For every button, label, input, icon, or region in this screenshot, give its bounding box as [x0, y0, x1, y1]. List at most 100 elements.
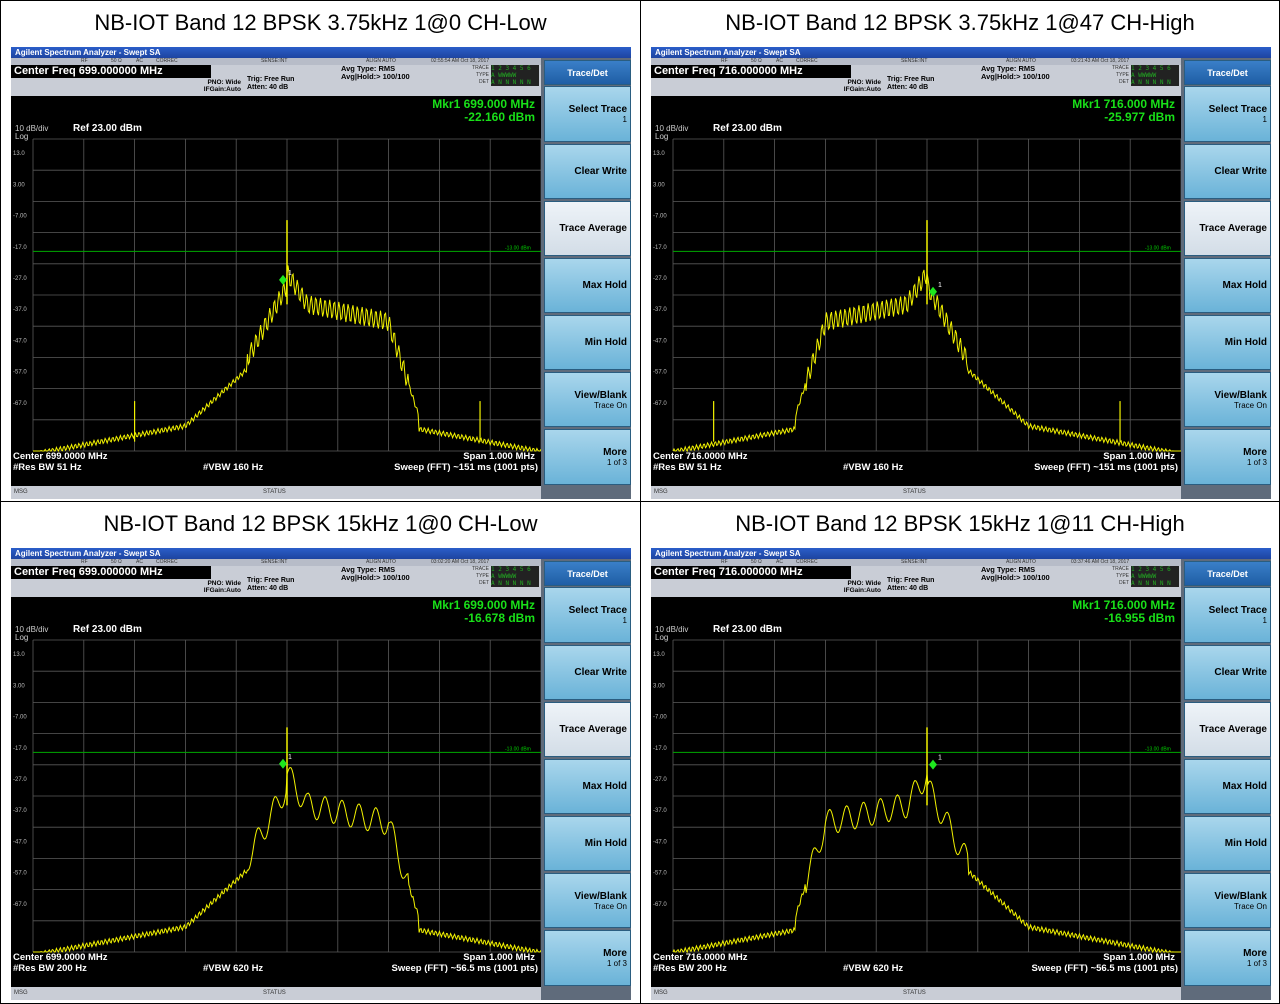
softkey-select-trace[interactable]: Select Trace 1 — [544, 587, 631, 643]
center-freq-display[interactable]: Center Freq 699.000000 MHz — [11, 65, 211, 78]
ref-level: Ref 23.00 dBm — [713, 123, 782, 134]
spectrum-plot[interactable]: 13.0 3.00 -7.00 -17.0 -27.0 -37.0 -47.0 -57.0 -6… — [653, 639, 1182, 954]
softkey-min-hold[interactable]: Min Hold — [544, 315, 631, 370]
softkey-label: Trace Average — [1199, 223, 1267, 234]
center-freq-display[interactable]: Center Freq 699.000000 MHz — [11, 566, 211, 579]
softkey-more[interactable]: More 1 of 3 — [1184, 429, 1271, 485]
center-freq-display[interactable]: Center Freq 716.000000 MHz — [651, 65, 851, 78]
flag-coupling: AC — [776, 58, 783, 64]
softkey-max-hold[interactable]: Max Hold — [544, 759, 631, 814]
ifgain-label: IFGain:Auto — [843, 587, 881, 594]
center-freq-display[interactable]: Center Freq 716.000000 MHz — [651, 566, 851, 579]
softkey-select-trace[interactable]: Select Trace 1 — [544, 86, 631, 142]
softkey-clear-write[interactable]: Clear Write — [1184, 645, 1271, 700]
average-setting: Avg Type: RMS Avg|Hold:> 100/100 — [981, 65, 1050, 81]
flag-align: ALIGN AUTO — [1006, 559, 1036, 565]
softkey-trace-average[interactable]: Trace Average — [1184, 702, 1271, 757]
sweep-label: Sweep (FFT) ~151 ms (1001 pts) — [1034, 462, 1178, 473]
softkey-trace-average[interactable]: Trace Average — [544, 702, 631, 757]
softkey-trace-average[interactable]: Trace Average — [1184, 201, 1271, 256]
softkey-clear-write[interactable]: Clear Write — [1184, 144, 1271, 199]
panel-title: NB-IOT Band 12 BPSK 15kHz 1@0 CH-Low — [103, 511, 538, 536]
marker-number: 1 — [288, 270, 292, 277]
marker-diamond[interactable] — [279, 274, 287, 285]
softkey-min-hold[interactable]: Min Hold — [1184, 816, 1271, 871]
span-label: Span 1.000 MHz — [463, 952, 535, 963]
log-label: Log — [15, 132, 29, 141]
scale-per-div: 10 dB/div — [655, 625, 689, 634]
marker-number: 1 — [938, 282, 942, 289]
trig-label: Trig: Free Run — [887, 76, 935, 83]
softkey-min-hold[interactable]: Min Hold — [544, 816, 631, 871]
softkey-label: Clear Write — [574, 166, 627, 177]
type-label: TYPE — [475, 72, 489, 78]
softkey-view-blank[interactable]: View/Blank Trace On — [544, 873, 631, 928]
softkey-select-trace[interactable]: Select Trace 1 — [1184, 587, 1271, 643]
type-row: A WWWWW — [491, 72, 539, 79]
atten-label: Atten: 40 dB — [887, 585, 929, 592]
msg-label: MSG — [14, 489, 28, 495]
softkey-max-hold[interactable]: Max Hold — [1184, 759, 1271, 814]
sweep-label: Sweep (FFT) ~56.5 ms (1001 pts) — [1031, 963, 1178, 974]
panel-title: NB-IOT Band 12 BPSK 3.75kHz 1@0 CH-Low — [94, 10, 547, 35]
ref-level: Ref 23.00 dBm — [73, 624, 142, 635]
y-tick-label: -57.0 — [653, 370, 667, 376]
window-title: Agilent Spectrum Analyzer - Swept SA — [651, 548, 1271, 559]
softkey-max-hold[interactable]: Max Hold — [544, 258, 631, 313]
softkey-trace-det[interactable]: Trace/Det — [1184, 561, 1271, 586]
status-label: STATUS — [903, 990, 926, 996]
marker-diamond[interactable] — [279, 758, 287, 769]
vbw-label: #VBW 620 Hz — [843, 963, 904, 974]
softkey-more[interactable]: More 1 of 3 — [544, 429, 631, 485]
type-label: TYPE — [1115, 72, 1129, 78]
trig-label: Trig: Free Run — [247, 76, 295, 83]
span-label: Span 1.000 MHz — [1103, 952, 1175, 963]
msg-label: MSG — [14, 990, 28, 996]
softkey-label: Min Hold — [1224, 337, 1267, 348]
softkey-clear-write[interactable]: Clear Write — [544, 144, 631, 199]
softkey-select-trace[interactable]: Select Trace 1 — [1184, 86, 1271, 142]
scale-label: 10 dB/div Log — [655, 125, 688, 141]
softkey-label: View/Blank — [1214, 890, 1267, 902]
softkey-view-blank[interactable]: View/Blank Trace On — [544, 372, 631, 427]
softkey-trace-det[interactable]: Trace/Det — [544, 561, 631, 586]
softkey-panel: Trace/Det Select Trace 1 Clear Write Trac… — [1181, 559, 1271, 1000]
spectrum-analyzer-window: Agilent Spectrum Analyzer - Swept SA RF … — [651, 548, 1271, 1000]
spectrum-plot[interactable]: 13.0 3.00 -7.00 -17.0 -27.0 -37.0 -47.0 -57.0 -6… — [653, 138, 1182, 453]
softkey-label: Trace Average — [1199, 724, 1267, 735]
spectrum-plot[interactable]: 13.0 3.00 -7.00 -17.0 -27.0 -37.0 -47.0 -57.0 -6… — [13, 138, 542, 453]
flag-rf: RF — [81, 58, 88, 64]
y-tick-label: 3.00 — [653, 182, 665, 188]
flag-coupling: AC — [776, 559, 783, 565]
y-tick-label: -17.0 — [13, 245, 27, 251]
marker-readout: Mkr1 716.000 MHz -25.977 dBm — [1072, 98, 1175, 124]
softkey-view-blank[interactable]: View/Blank Trace On — [1184, 372, 1271, 427]
spectrum-plot[interactable]: 13.0 3.00 -7.00 -17.0 -27.0 -37.0 -47.0 -57.0 -6… — [13, 639, 542, 954]
marker-diamond[interactable] — [929, 286, 937, 297]
softkey-max-hold[interactable]: Max Hold — [1184, 258, 1271, 313]
softkey-min-hold[interactable]: Min Hold — [1184, 315, 1271, 370]
softkey-more[interactable]: More 1 of 3 — [544, 930, 631, 986]
softkey-sub: 1 of 3 — [606, 458, 627, 467]
status-flags: RF 50 Ω AC CORREC SENSE:INT ALIGN AUTO 0… — [11, 559, 541, 566]
trace-label: TRACE — [472, 65, 489, 71]
flag-impedance: 50 Ω — [111, 58, 122, 64]
softkey-panel: Trace/Det Select Trace 1 Clear Write Trac… — [1181, 58, 1271, 499]
average-setting: Avg Type: RMS Avg|Hold:> 100/100 — [341, 65, 410, 81]
trig-label: Trig: Free Run — [887, 577, 935, 584]
pno-setting: PNO: Wide IFGain:Auto — [811, 79, 881, 93]
softkey-trace-det[interactable]: Trace/Det — [1184, 60, 1271, 85]
softkey-view-blank[interactable]: View/Blank Trace On — [1184, 873, 1271, 928]
trace-status-grid: 1 2 3 4 5 6 A WWWWW A N N N N N — [491, 65, 539, 86]
softkey-more[interactable]: More 1 of 3 — [1184, 930, 1271, 986]
softkey-clear-write[interactable]: Clear Write — [544, 645, 631, 700]
spectrum-analyzer-window: Agilent Spectrum Analyzer - Swept SA RF … — [651, 47, 1271, 499]
softkey-trace-average[interactable]: Trace Average — [544, 201, 631, 256]
det-label: DET — [1119, 580, 1129, 586]
marker-number: 1 — [288, 754, 292, 761]
softkey-trace-det[interactable]: Trace/Det — [544, 60, 631, 85]
trace-labels: TRACE TYPE DET — [1099, 65, 1129, 86]
y-tick-label: -7.00 — [653, 214, 667, 220]
marker-diamond[interactable] — [929, 759, 937, 770]
timestamp: 03:37:46 AM Oct 18, 2017 — [1071, 559, 1130, 565]
